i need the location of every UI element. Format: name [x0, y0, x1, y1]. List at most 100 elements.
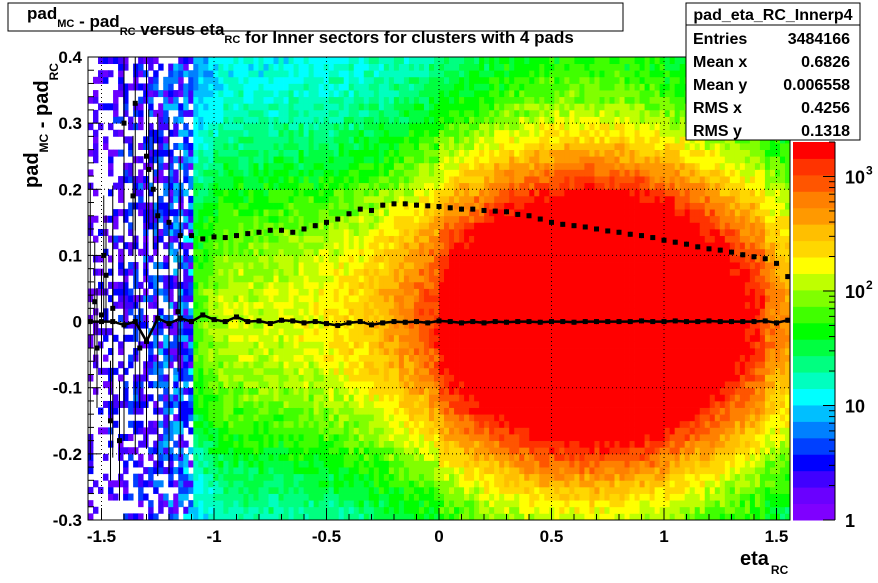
heatmap-cell — [363, 453, 370, 461]
heatmap-cell — [398, 493, 405, 501]
heatmap-cell — [228, 96, 234, 104]
heatmap-cell — [489, 228, 495, 236]
heatmap-cell — [243, 103, 249, 111]
heatmap-cell — [263, 275, 269, 283]
heatmap-cell — [168, 295, 174, 303]
heatmap-cell — [373, 513, 380, 521]
heatmap-cell — [469, 176, 475, 184]
heatmap-cell — [283, 354, 289, 362]
heatmap-cell — [178, 394, 184, 402]
heatmap-cell — [208, 136, 214, 144]
heatmap-cell — [484, 109, 490, 117]
heatmap-cell — [398, 500, 405, 508]
heatmap-cell — [258, 96, 264, 104]
heatmap-cell — [323, 400, 330, 408]
heatmap-cell — [248, 308, 254, 316]
heatmap-cell — [358, 176, 365, 184]
heatmap-cell — [143, 142, 149, 150]
heatmap-cell — [318, 361, 325, 369]
heatmap-cell — [188, 275, 194, 283]
heatmap-cell — [469, 70, 475, 78]
heatmap-cell — [348, 182, 355, 190]
heatmap-cell — [439, 367, 445, 375]
heatmap-cell — [248, 142, 254, 150]
heatmap-cell — [228, 109, 234, 117]
heatmap-cell — [278, 440, 284, 448]
heatmap-cell — [218, 473, 224, 481]
heatmap-cell — [403, 427, 410, 435]
heatmap-cell — [353, 341, 360, 349]
heatmap-cell — [203, 222, 209, 230]
heatmap-cell — [418, 321, 425, 329]
heatmap-cell — [248, 381, 254, 389]
heatmap-cell — [408, 301, 415, 309]
heatmap-cell — [188, 262, 194, 270]
heatmap-cell — [143, 288, 149, 296]
heatmap-cell — [358, 387, 365, 395]
heatmap-cell — [489, 381, 495, 389]
heatmap-cell — [308, 222, 315, 230]
heatmap-cell — [403, 182, 410, 190]
heatmap-cell — [363, 506, 370, 514]
heatmap-cell — [413, 281, 420, 289]
heatmap-cell — [253, 314, 259, 322]
heatmap-cell — [213, 440, 219, 448]
heatmap-cell — [198, 460, 204, 468]
heatmap-cell — [188, 90, 194, 98]
heatmap-cell — [353, 480, 360, 488]
heatmap-cell — [388, 420, 395, 428]
heatmap-cell — [233, 381, 239, 389]
heatmap-cell — [328, 182, 335, 190]
heatmap-cell — [268, 420, 274, 428]
heatmap-cell — [469, 295, 475, 303]
heatmap-cell — [343, 76, 350, 84]
heatmap-cell — [358, 90, 365, 98]
heatmap-cell — [433, 328, 440, 336]
heatmap-cell — [433, 354, 440, 362]
heatmap-cell — [363, 308, 370, 316]
heatmap-cell — [469, 142, 475, 150]
heatmap-cell — [363, 129, 370, 137]
heatmap-cell — [383, 268, 390, 276]
heatmap-cell — [323, 156, 330, 164]
heatmap-cell — [489, 374, 495, 382]
heatmap-cell — [454, 301, 460, 309]
heatmap-cell — [318, 202, 325, 210]
heatmap-cell — [393, 70, 400, 78]
heatmap-cell — [183, 473, 189, 481]
heatmap-cell — [338, 262, 345, 270]
heatmap-cell — [388, 473, 395, 481]
heatmap-cell — [343, 420, 350, 428]
heatmap-cell — [423, 288, 430, 296]
heatmap-cell — [383, 109, 390, 117]
heatmap-cell — [433, 195, 440, 203]
heatmap-cell — [489, 427, 495, 435]
heatmap-cell — [273, 328, 279, 336]
heatmap-cell — [484, 348, 490, 356]
heatmap-cell — [228, 500, 234, 508]
heatmap-cell — [358, 394, 365, 402]
heatmap-cell — [363, 374, 370, 382]
heatmap-cell — [338, 123, 345, 131]
heatmap-cell — [303, 427, 310, 435]
heatmap-cell — [323, 136, 330, 144]
heatmap-cell — [153, 381, 159, 389]
heatmap-cell — [454, 142, 460, 150]
heatmap-cell — [378, 387, 385, 395]
heatmap-cell — [408, 367, 415, 375]
heatmap-cell — [368, 176, 375, 184]
heatmap-cell — [383, 460, 390, 468]
heatmap-cell — [343, 493, 350, 501]
heatmap-cell — [439, 440, 445, 448]
heatmap-cell — [223, 228, 229, 236]
heatmap-cell — [373, 407, 380, 415]
heatmap-cell — [178, 500, 184, 508]
heatmap-cell — [173, 169, 179, 177]
heatmap-cell — [303, 129, 310, 137]
heatmap-cell — [408, 513, 415, 521]
heatmap-cell — [393, 301, 400, 309]
heatmap-cell — [449, 195, 455, 203]
heatmap-cell — [158, 367, 164, 375]
heatmap-cell — [444, 70, 450, 78]
heatmap-cell — [449, 374, 455, 382]
